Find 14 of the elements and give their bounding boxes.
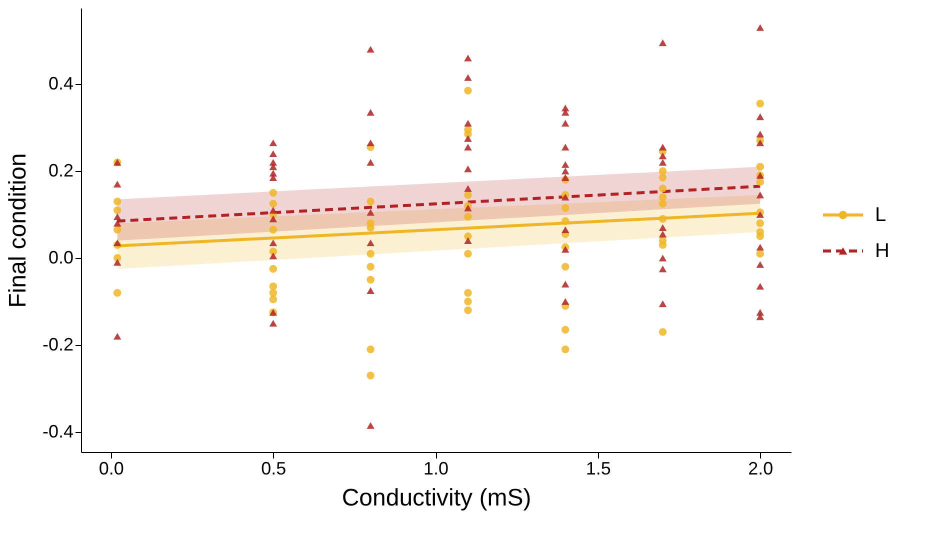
legend-label: H (875, 240, 890, 262)
y-axis-title: Final condition (4, 153, 32, 308)
x-axis-title: Conductivity (mS) (342, 484, 532, 512)
y-tick-label: -0.4 (42, 421, 74, 442)
x-tick-label: 0.0 (98, 458, 124, 478)
y-tick-label: 0.4 (48, 74, 74, 94)
y-tick-label: 0.2 (48, 160, 74, 181)
x-tick-label: 1.5 (586, 458, 611, 478)
y-tick-label: 0.0 (48, 248, 74, 268)
x-tick-label: 2.0 (748, 458, 774, 478)
x-tick-label: 1.0 (423, 458, 449, 478)
legend-label: L (875, 204, 886, 226)
y-tick-label: -0.2 (42, 334, 74, 355)
x-tick-label: 0.5 (261, 458, 286, 478)
